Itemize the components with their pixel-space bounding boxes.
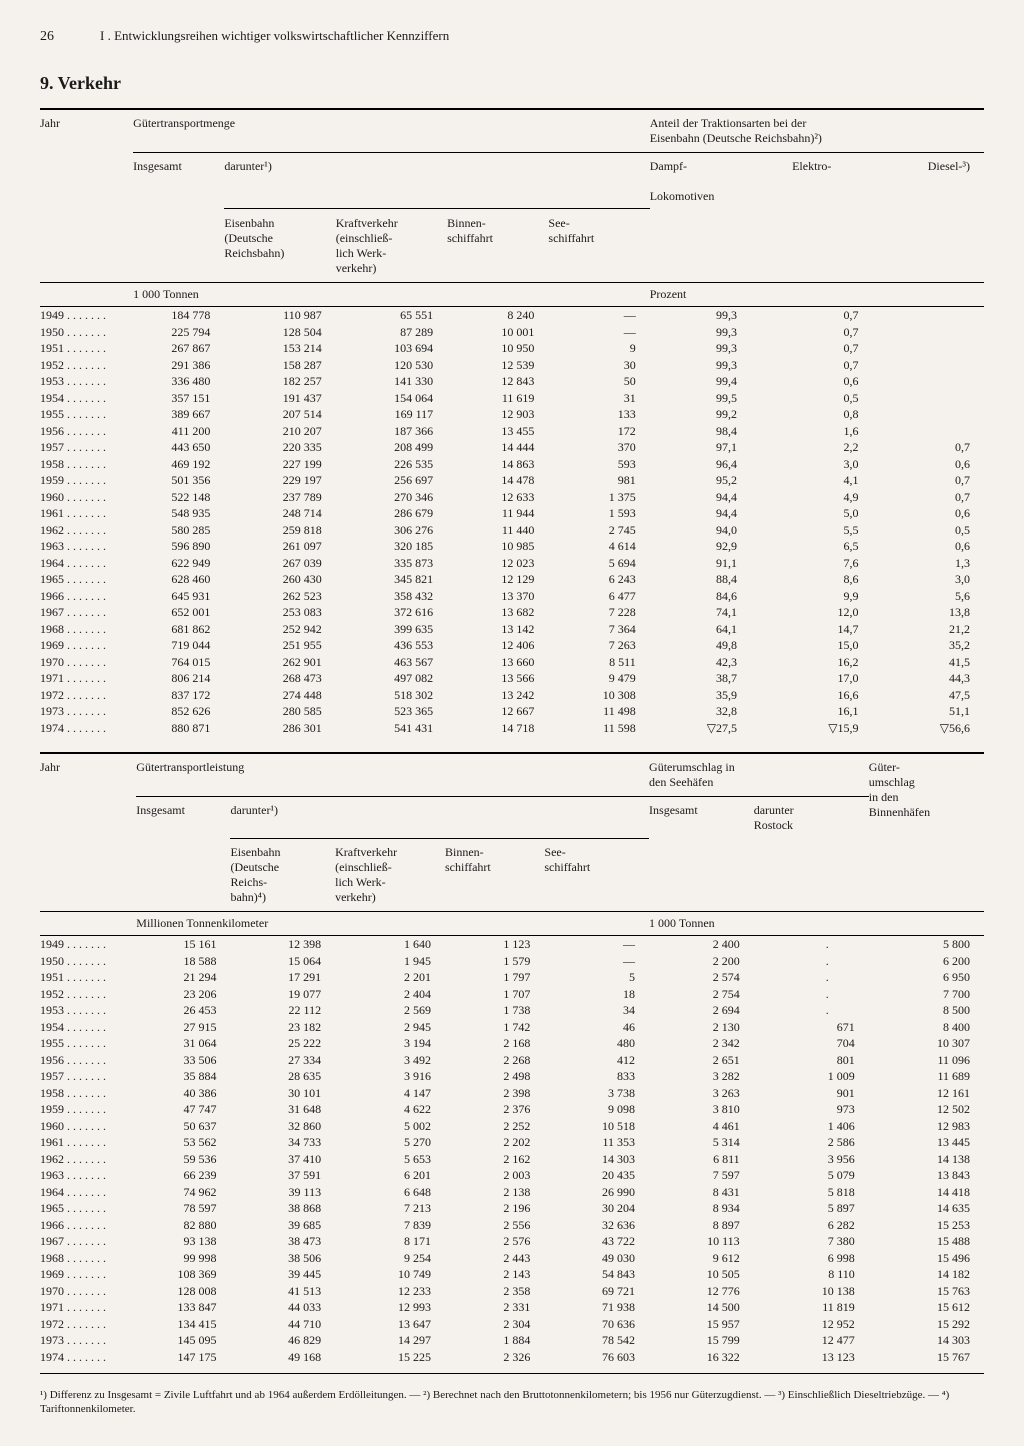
- table-row: 1955 . . . . . . .31 06425 2223 1942 168…: [40, 1035, 984, 1052]
- table-row: 1965 . . . . . . .628 460260 430345 8211…: [40, 571, 984, 588]
- table-row: 1949 . . . . . . .15 16112 3981 6401 123…: [40, 936, 984, 953]
- col-kraft-b: Kraftverkehr (einschließ- lich Werk- ver…: [335, 839, 445, 911]
- table-row: 1970 . . . . . . .764 015262 901463 5671…: [40, 654, 984, 671]
- col-gt-leistung: Gütertransportleistung: [136, 754, 649, 796]
- col-rostock: darunter Rostock: [754, 797, 869, 839]
- table-row: 1969 . . . . . . .719 044251 955436 5531…: [40, 637, 984, 654]
- table-row: 1973 . . . . . . .145 09546 82914 2971 8…: [40, 1332, 984, 1349]
- col-year: Jahr: [40, 110, 133, 152]
- col-binnen: Binnen- schiffahrt: [447, 210, 548, 282]
- table-row: 1966 . . . . . . .82 88039 6857 8392 556…: [40, 1217, 984, 1234]
- table-row: 1956 . . . . . . .411 200210 207187 3661…: [40, 423, 984, 440]
- table-row: 1951 . . . . . . .21 29417 2912 2011 797…: [40, 969, 984, 986]
- col-um-see: Güterumschlag in den Seehäfen: [649, 754, 869, 796]
- table-row: 1957 . . . . . . .35 88428 6353 9162 498…: [40, 1068, 984, 1085]
- col-binnen-b: Binnen- schiffahrt: [445, 839, 544, 911]
- page-number: 26: [40, 29, 100, 45]
- col-see: See- schiffahrt: [548, 210, 649, 282]
- table-row: 1952 . . . . . . .23 20619 0772 4041 707…: [40, 986, 984, 1003]
- col-darunter: darunter¹): [224, 153, 649, 208]
- table-row: 1961 . . . . . . .548 935248 714286 6791…: [40, 505, 984, 522]
- table-row: 1962 . . . . . . .59 53637 4105 6532 162…: [40, 1151, 984, 1168]
- table-row: 1964 . . . . . . .74 96239 1136 6482 138…: [40, 1184, 984, 1201]
- table-row: 1964 . . . . . . .622 949267 039335 8731…: [40, 555, 984, 572]
- table-row: 1960 . . . . . . .522 148237 789270 3461…: [40, 489, 984, 506]
- table-row: 1959 . . . . . . .47 74731 6484 6222 376…: [40, 1101, 984, 1118]
- col-insgesamt-see: Insgesamt: [649, 797, 754, 839]
- table-row: 1969 . . . . . . .108 36939 44510 7492 1…: [40, 1266, 984, 1283]
- running-head: I . Entwicklungsreihen wichtiger volkswi…: [100, 28, 449, 44]
- table-row: 1974 . . . . . . .880 871286 301541 4311…: [40, 720, 984, 737]
- col-year-b: Jahr: [40, 754, 136, 796]
- table-row: 1963 . . . . . . .66 23937 5916 2012 003…: [40, 1167, 984, 1184]
- unit-mtkm: Millionen Tonnenkilometer: [136, 912, 649, 935]
- table-row: 1954 . . . . . . .27 91523 1822 9451 742…: [40, 1019, 984, 1036]
- table-row: 1950 . . . . . . .225 794128 50487 28910…: [40, 324, 984, 341]
- col-insgesamt: Insgesamt: [133, 153, 224, 208]
- table-row: 1970 . . . . . . .128 00841 51312 2332 3…: [40, 1283, 984, 1300]
- table-row: 1966 . . . . . . .645 931262 523358 4321…: [40, 588, 984, 605]
- table-row: 1962 . . . . . . .580 285259 818306 2761…: [40, 522, 984, 539]
- section-heading: 9. Verkehr: [40, 73, 984, 94]
- table-row: 1974 . . . . . . .147 17549 16815 2252 3…: [40, 1349, 984, 1366]
- table-row: 1953 . . . . . . .26 45322 1122 5691 738…: [40, 1002, 984, 1019]
- table-row: 1971 . . . . . . .133 84744 03312 9932 3…: [40, 1299, 984, 1316]
- unit-1000t: 1 000 Tonnen: [133, 283, 650, 306]
- table-row: 1968 . . . . . . .681 862252 942399 6351…: [40, 621, 984, 638]
- col-darunter-b: darunter¹): [230, 797, 649, 838]
- table-row: 1971 . . . . . . .806 214268 473497 0821…: [40, 670, 984, 687]
- unit-1000t-b: 1 000 Tonnen: [649, 912, 984, 935]
- col-dampf: Dampf- Lokomotiven: [650, 153, 751, 210]
- col-elektro: Elektro-: [751, 153, 873, 210]
- table-row: 1972 . . . . . . .134 41544 71013 6472 3…: [40, 1316, 984, 1333]
- table-row: 1950 . . . . . . .18 58815 0641 9451 579…: [40, 953, 984, 970]
- table-row: 1957 . . . . . . .443 650220 335208 4991…: [40, 439, 984, 456]
- table-row: 1960 . . . . . . .50 63732 8605 0022 252…: [40, 1118, 984, 1135]
- col-insgesamt-b: Insgesamt: [136, 797, 230, 838]
- col-diesel: Diesel-³): [873, 153, 984, 210]
- col-um-binnen: Güter- umschlag in den Binnenhäfen: [869, 754, 984, 839]
- col-eisenbahn: Eisenbahn (Deutsche Reichsbahn): [224, 210, 335, 282]
- table-row: 1951 . . . . . . .267 867153 214103 6941…: [40, 340, 984, 357]
- table-row: 1965 . . . . . . .78 59738 8687 2132 196…: [40, 1200, 984, 1217]
- table-transport-menge: Jahr Gütertransportmenge Anteil der Trak…: [40, 110, 984, 736]
- unit-prozent: Prozent: [650, 283, 984, 306]
- col-kraft: Kraftverkehr (einschließ- lich Werk- ver…: [336, 210, 447, 282]
- table-row: 1961 . . . . . . .53 56234 7335 2702 202…: [40, 1134, 984, 1151]
- table-row: 1959 . . . . . . .501 356229 197256 6971…: [40, 472, 984, 489]
- table-row: 1954 . . . . . . .357 151191 437154 0641…: [40, 390, 984, 407]
- table-row: 1973 . . . . . . .852 626280 585523 3651…: [40, 703, 984, 720]
- table-row: 1967 . . . . . . .93 13838 4738 1712 576…: [40, 1233, 984, 1250]
- col-gt-menge: Gütertransportmenge: [133, 110, 650, 152]
- table-row: 1968 . . . . . . .99 99838 5069 2542 443…: [40, 1250, 984, 1267]
- table-row: 1953 . . . . . . .336 480182 257141 3301…: [40, 373, 984, 390]
- col-see-b: See- schiffahrt: [544, 839, 649, 911]
- table-row: 1956 . . . . . . .33 50627 3343 4922 268…: [40, 1052, 984, 1069]
- col-traktion: Anteil der Traktionsarten bei der Eisenb…: [650, 110, 984, 152]
- table-row: 1949 . . . . . . .184 778110 98765 5518 …: [40, 307, 984, 324]
- table-row: 1958 . . . . . . .469 192227 199226 5351…: [40, 456, 984, 473]
- footnotes: ¹) Differenz zu Insgesamt = Zivile Luftf…: [40, 1388, 984, 1416]
- table-transport-leistung: Jahr Gütertransportleistung Güterumschla…: [40, 754, 984, 1365]
- table-row: 1963 . . . . . . .596 890261 097320 1851…: [40, 538, 984, 555]
- table-row: 1958 . . . . . . .40 38630 1014 1472 398…: [40, 1085, 984, 1102]
- table-row: 1955 . . . . . . .389 667207 514169 1171…: [40, 406, 984, 423]
- table-row: 1972 . . . . . . .837 172274 448518 3021…: [40, 687, 984, 704]
- col-eisenbahn-b: Eisenbahn (Deutsche Reichs- bahn)⁴): [230, 839, 335, 911]
- table-row: 1952 . . . . . . .291 386158 287120 5301…: [40, 357, 984, 374]
- table-row: 1967 . . . . . . .652 001253 083372 6161…: [40, 604, 984, 621]
